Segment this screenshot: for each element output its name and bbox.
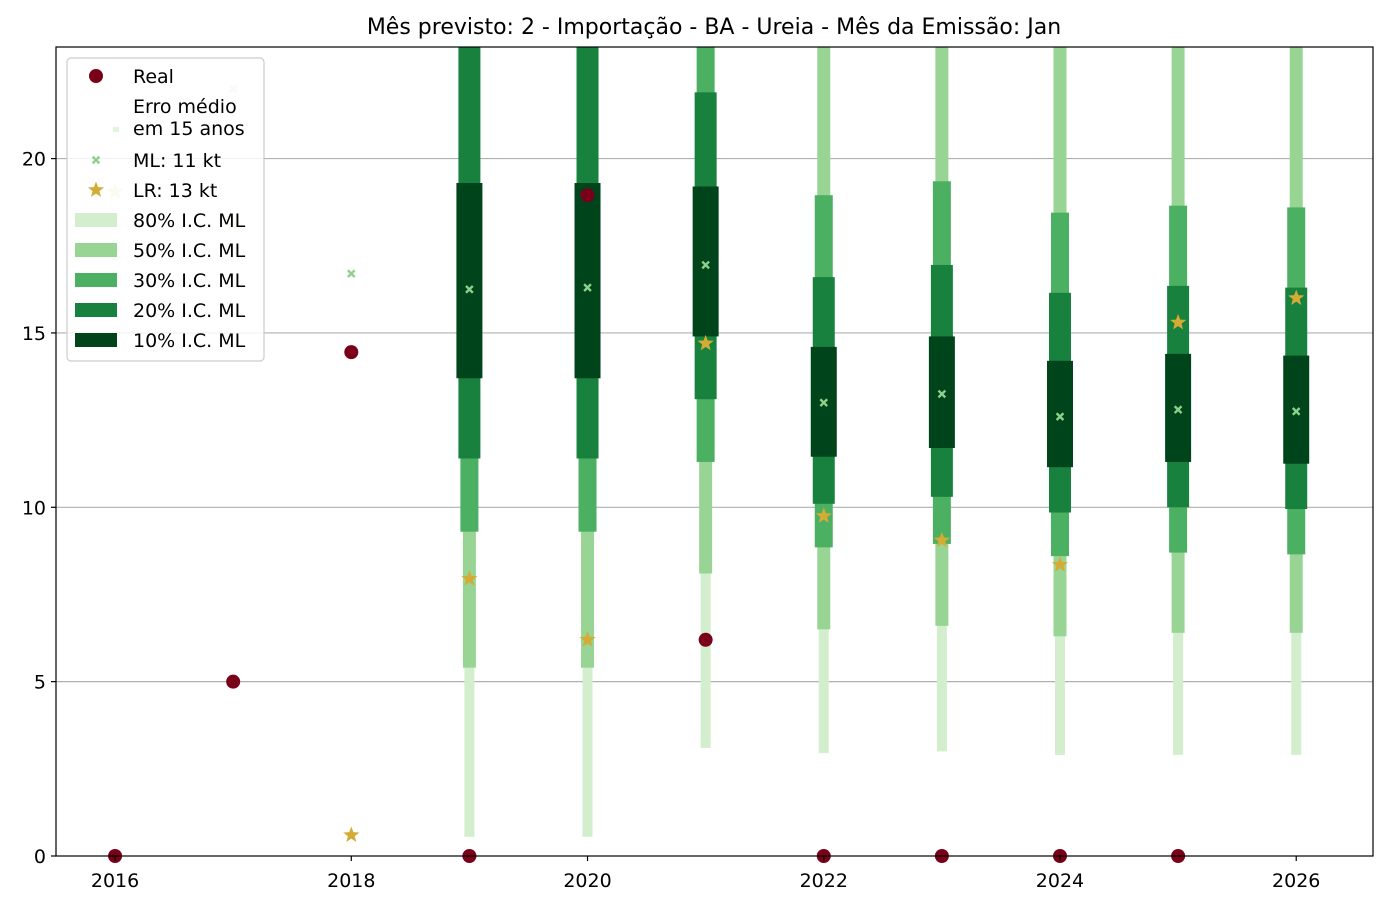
interval-bar-10-2026 [1283, 355, 1310, 464]
x-tick-label: 2016 [91, 870, 139, 892]
legend-swatch-ci50 [75, 243, 117, 257]
x-tick-label: 2026 [1272, 870, 1320, 892]
legend-swatch-ci30 [75, 273, 117, 287]
interval-bar-10-2021 [692, 186, 719, 337]
legend-label-ci10: 10% I.C. ML [133, 330, 246, 352]
interval-bar-10-2024 [1046, 360, 1073, 468]
ml-point-2021 [701, 260, 710, 270]
axes: 0 5 10 15 20 2016 2018 2020 2022 2024 2026 [22, 149, 1321, 892]
interval-bar-10-2020 [574, 182, 601, 379]
legend-swatch-ci80 [75, 213, 117, 227]
y-tick-label: 20 [22, 149, 46, 171]
real-point-2017 [226, 674, 241, 689]
ml-point-2024 [1055, 412, 1065, 421]
legend-swatch-ci10 [75, 333, 117, 347]
y-tick-label: 15 [22, 323, 46, 345]
x-tick-label: 2024 [1036, 870, 1084, 892]
plot-frame [55, 46, 1374, 857]
ml-point-2026 [1291, 407, 1301, 416]
real-point-2020 [580, 188, 595, 203]
lr-point-2020 [579, 631, 596, 647]
lr-point-2026 [1288, 289, 1305, 305]
legend-label-real: Real [133, 66, 174, 88]
y-tick-label: 10 [22, 497, 46, 519]
legend-label-ml: ML: 11 kt [133, 150, 221, 172]
lr-point-2024 [1051, 556, 1069, 572]
lr-point-2025 [1170, 313, 1187, 330]
legend-label-avg_err: Erro médio [133, 96, 237, 118]
legend-label-ci50: 50% I.C. ML [133, 240, 246, 262]
real-point-2021 [698, 632, 713, 647]
legend-label-ci30: 30% I.C. ML [133, 270, 246, 292]
legend-swatch-lr [87, 181, 105, 197]
legend-swatch-ml [91, 155, 101, 165]
lr-point-2023 [933, 531, 950, 548]
lr-point-2018 [343, 826, 360, 842]
y-tick-label: 5 [34, 672, 46, 694]
lr-point-2022 [815, 507, 832, 523]
lr-point-2019 [461, 570, 478, 586]
ml-point-2025 [1173, 405, 1183, 414]
lr-point-2021 [697, 334, 714, 351]
ml-point-2018 [347, 269, 356, 278]
legend-swatch-avg-error [113, 127, 119, 132]
legend-swatch-real [89, 69, 103, 83]
legend-label-lr: LR: 13 kt [133, 180, 217, 202]
interval-bar-10-2019 [456, 182, 483, 379]
chart-title: Mês previsto: 2 - Importação - BA - Urei… [367, 15, 1061, 40]
ml-point-2020 [583, 283, 592, 292]
ml-point-2022 [819, 398, 829, 407]
y-tick-label: 0 [34, 846, 46, 868]
x-tick-label: 2022 [800, 870, 848, 892]
legend-label-ci20: 20% I.C. ML [133, 300, 246, 322]
x-tick-label: 2020 [563, 870, 611, 892]
legend-swatch-ci20 [75, 303, 117, 317]
legend-label-ci80: 80% I.C. ML [133, 210, 246, 232]
ml-point-2019 [465, 285, 474, 294]
real-point-2018 [344, 345, 359, 360]
interval-bar-10-2023 [928, 336, 955, 449]
ml-point-2023 [937, 389, 947, 399]
x-tick-label: 2018 [327, 870, 375, 892]
interval-bar-10-2025 [1165, 353, 1192, 462]
legend-label-avg_err: em 15 anos [133, 118, 245, 140]
